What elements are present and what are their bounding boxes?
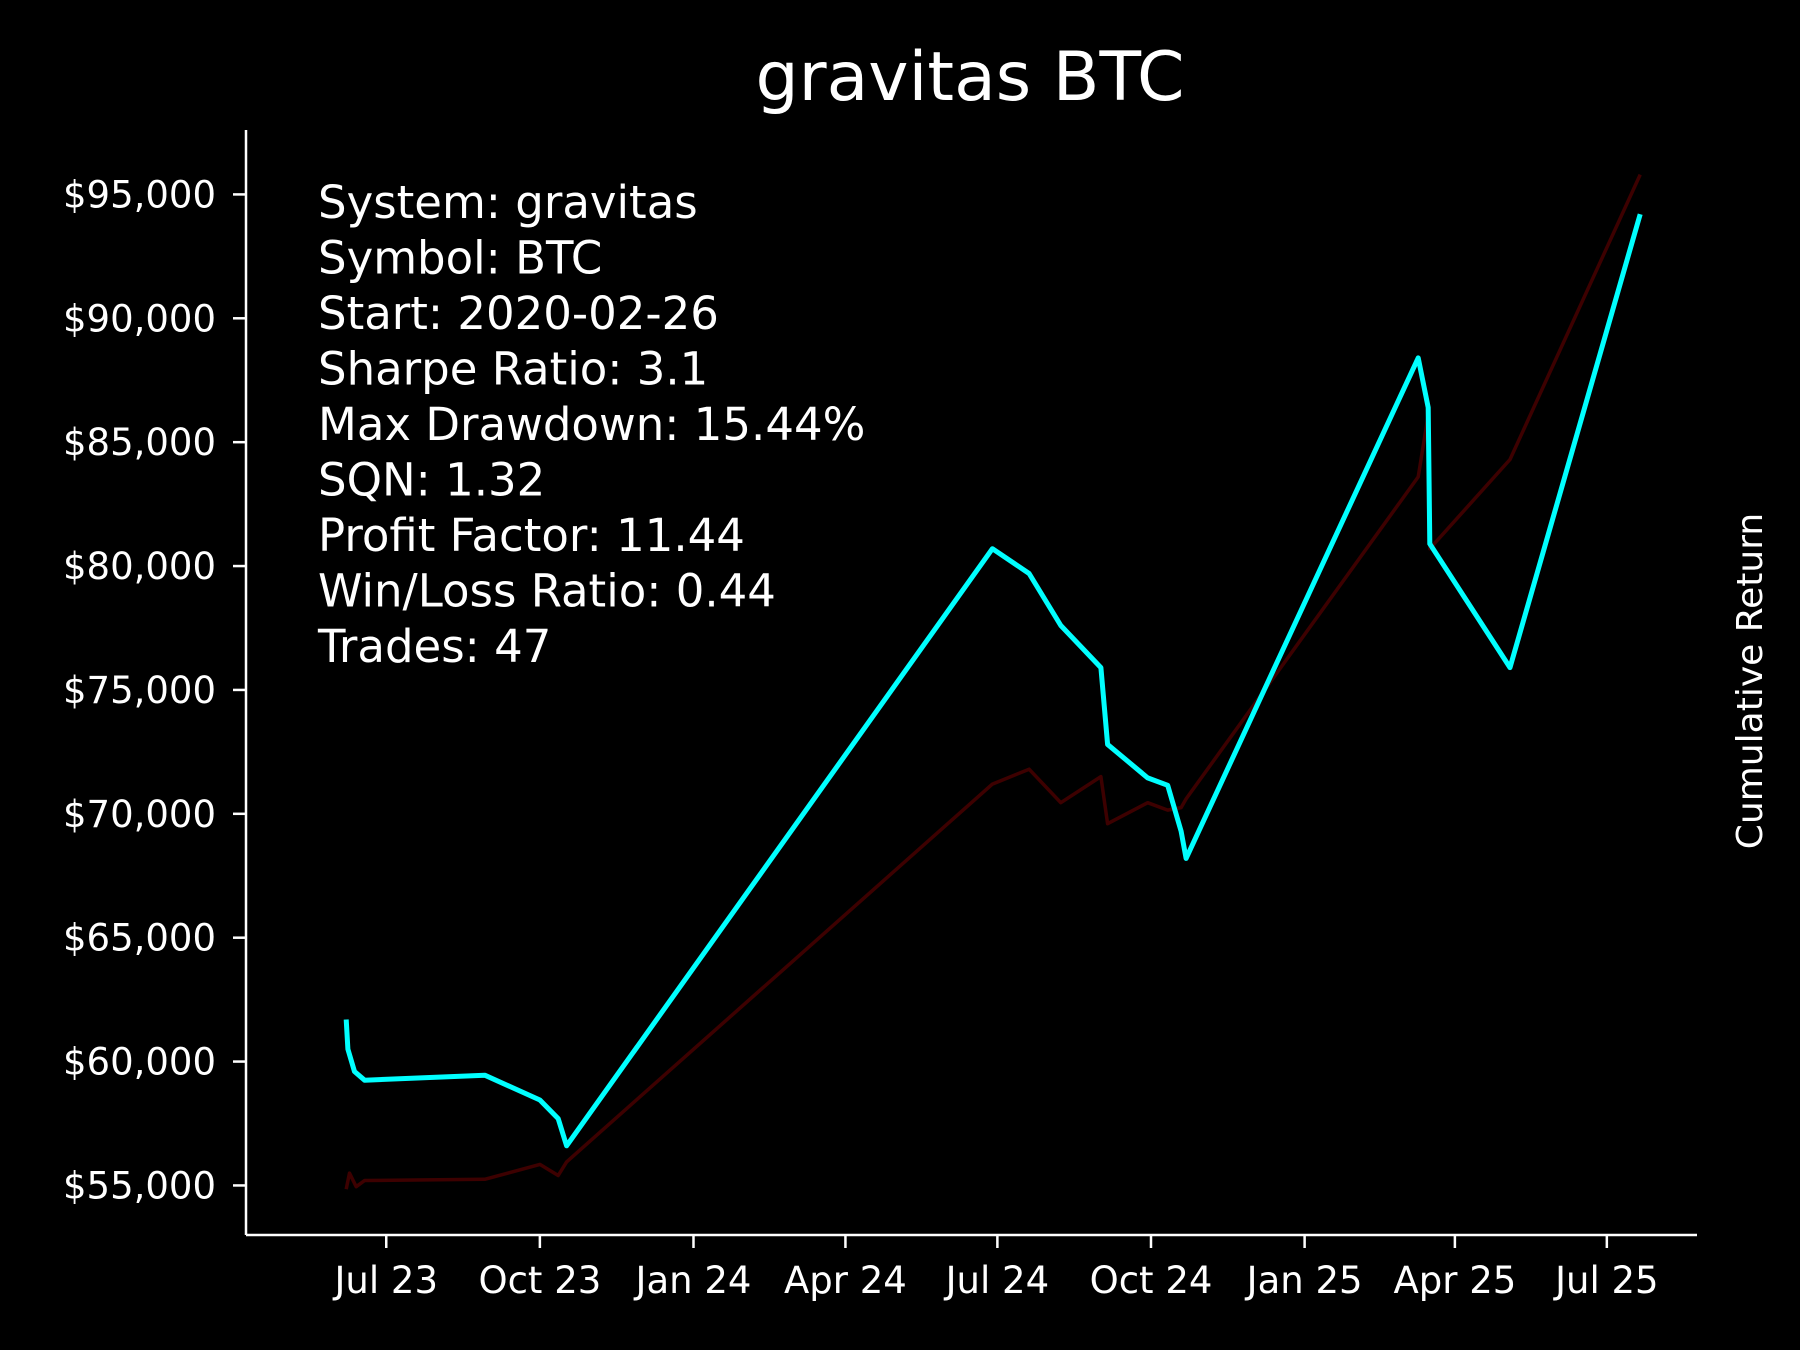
x-tick-label: Oct 24 [1090, 1259, 1213, 1302]
stats-line: Win/Loss Ratio: 0.44 [318, 565, 776, 618]
y-tick-label: $90,000 [63, 297, 216, 340]
y-tick-label: $55,000 [63, 1164, 216, 1207]
y-axis-label: Cumulative Return [1730, 513, 1771, 849]
stats-line: Profit Factor: 11.44 [318, 509, 745, 562]
y-tick-label: $65,000 [63, 917, 216, 960]
x-tick-label: Jul 24 [944, 1259, 1049, 1302]
y-tick-label: $80,000 [63, 545, 216, 588]
stats-line: Start: 2020-02-26 [318, 287, 719, 340]
y-tick-label: $70,000 [63, 793, 216, 836]
axes-layer: $55,000 $60,000 $65,000 $70,000 $75,000 $80,0… [63, 130, 1697, 1302]
x-tick-label: Jul 23 [333, 1259, 438, 1302]
x-tick-label: Jan 24 [634, 1259, 752, 1302]
stats-line: SQN: 1.32 [318, 454, 545, 507]
x-tick-label: Apr 25 [1393, 1259, 1516, 1302]
stats-line: Max Drawdown: 15.44% [318, 398, 865, 451]
y-tick-label: $95,000 [63, 173, 216, 216]
x-tick-label: Jan 25 [1245, 1259, 1363, 1302]
x-tick-label: Apr 24 [784, 1259, 907, 1302]
y-tick-label: $75,000 [63, 669, 216, 712]
chart-title: gravitas BTC [756, 38, 1185, 117]
x-tick-label: Oct 23 [478, 1259, 601, 1302]
stats-line: Trades: 47 [317, 620, 551, 673]
y-tick-label: $60,000 [63, 1041, 216, 1084]
series-line-1 [344, 173, 1642, 1190]
stats-line: Sharpe Ratio: 3.1 [318, 343, 708, 396]
series-layer [343, 173, 1643, 1190]
stats-line: Symbol: BTC [318, 232, 602, 285]
series-line-0 [343, 213, 1643, 1149]
x-tick-label: Jul 25 [1553, 1259, 1658, 1302]
stats-line: System: gravitas [318, 176, 698, 229]
y-tick-label: $85,000 [63, 421, 216, 464]
